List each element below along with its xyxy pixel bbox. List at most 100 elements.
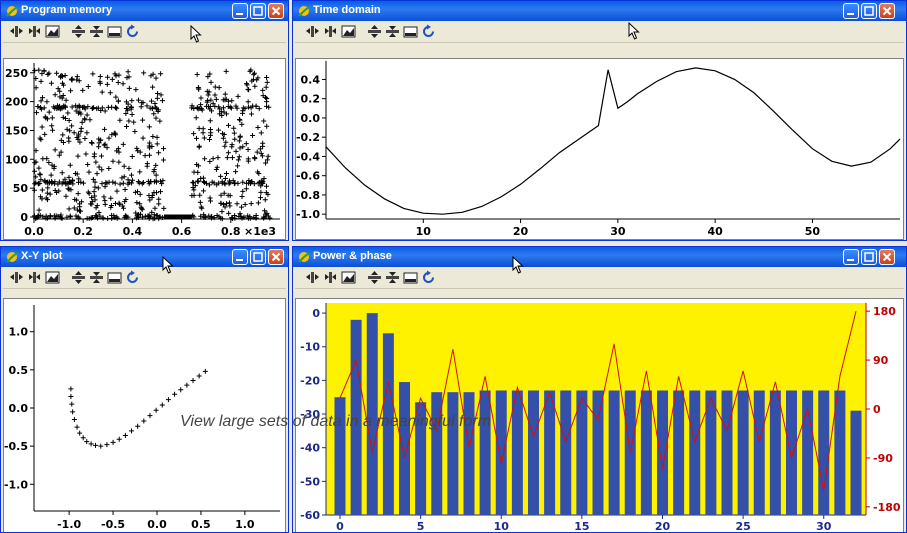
autoscale-icon[interactable] (341, 24, 356, 39)
close-button[interactable] (268, 3, 284, 19)
data-point (263, 94, 269, 100)
maximize-button[interactable] (250, 3, 266, 19)
data-point (129, 177, 135, 183)
zoom-in-y-icon[interactable] (367, 24, 382, 39)
zoom-in-x-icon[interactable] (9, 270, 24, 285)
y-tick-label: 0.0 (9, 402, 29, 415)
y-tick-label: 0.0 (301, 112, 321, 125)
data-point (115, 98, 121, 104)
data-point (198, 95, 204, 101)
power-bar (640, 390, 652, 515)
minimize-button[interactable] (232, 249, 248, 265)
refresh-icon[interactable] (125, 24, 140, 39)
minimize-button[interactable] (843, 3, 859, 19)
power-phase-plot[interactable]: 0 -10 -20 -30 -40 -50 -60 180 90 0 -90 -180 0 5 10 15 20… (295, 298, 904, 532)
data-point (137, 201, 143, 207)
data-point (260, 87, 266, 93)
x-tick-label: 0.8 (221, 225, 241, 238)
zoom-out-y-icon[interactable] (89, 270, 104, 285)
zoom-in-x-icon[interactable] (305, 270, 320, 285)
data-point (235, 157, 241, 163)
data-point (38, 177, 44, 183)
zoom-out-x-icon[interactable] (323, 24, 338, 39)
zoom-out-x-icon[interactable] (27, 24, 42, 39)
zoom-out-y-icon[interactable] (385, 24, 400, 39)
data-point (234, 201, 240, 207)
data-point (259, 180, 265, 186)
autoscale-icon[interactable] (45, 270, 60, 285)
close-button[interactable] (268, 249, 284, 265)
zoom-in-y-icon[interactable] (71, 24, 86, 39)
fit-icon[interactable] (403, 270, 418, 285)
window-title: Power & phase (313, 250, 392, 262)
data-point (198, 102, 204, 108)
fit-icon[interactable] (107, 270, 122, 285)
maximize-button[interactable] (250, 249, 266, 265)
maximize-button[interactable] (861, 249, 877, 265)
data-point (112, 130, 118, 136)
data-point (159, 98, 165, 104)
minimize-button[interactable] (843, 249, 859, 265)
data-point (225, 150, 231, 156)
data-point (88, 215, 94, 221)
zoom-out-y-icon[interactable] (89, 24, 104, 39)
data-point (257, 146, 263, 152)
data-point (155, 108, 161, 114)
autoscale-icon[interactable] (45, 24, 60, 39)
close-button[interactable] (879, 3, 895, 19)
refresh-icon[interactable] (421, 270, 436, 285)
data-point (35, 212, 41, 218)
data-point (99, 105, 105, 111)
data-point (83, 151, 89, 157)
data-point (68, 179, 74, 185)
refresh-icon[interactable] (421, 24, 436, 39)
maximize-button[interactable] (861, 3, 877, 19)
data-point (61, 140, 67, 146)
data-point (153, 162, 159, 168)
data-point (77, 139, 83, 145)
data-point (120, 205, 126, 211)
data-point (222, 143, 228, 149)
data-point (59, 105, 65, 111)
zoom-in-x-icon[interactable] (305, 24, 320, 39)
zoom-in-x-icon[interactable] (9, 24, 24, 39)
zoom-in-y-icon[interactable] (367, 270, 382, 285)
power-bar (737, 390, 749, 515)
fit-icon[interactable] (107, 24, 122, 39)
program-memory-titlebar[interactable]: Program memory (1, 1, 288, 21)
time-domain-plot[interactable]: 0.4 0.2 0.0 -0.2 -0.4 -0.6 -0.8 -1.0 10 20 30 40 50 (295, 58, 904, 240)
data-point (242, 106, 248, 112)
data-point (156, 150, 162, 156)
program-memory-plot[interactable]: 0 50 100 150 200 250 0.0 0.2 0.4 0.6 0.8 ×1e3 (3, 58, 286, 240)
data-point (67, 162, 73, 168)
data-point (63, 97, 69, 103)
data-point (216, 85, 222, 91)
refresh-icon[interactable] (125, 270, 140, 285)
data-point (158, 189, 164, 195)
zoom-in-y-icon[interactable] (71, 270, 86, 285)
minimize-button[interactable] (232, 3, 248, 19)
mouse-cursor-icon (512, 256, 524, 274)
zoom-out-x-icon[interactable] (323, 270, 338, 285)
data-point (154, 95, 160, 101)
close-button[interactable] (879, 249, 895, 265)
data-point (89, 201, 95, 207)
xy-plot-area[interactable]: 1.0 0.5 0.0 -0.5 -1.0 -1.0 -0.5 0.0 0.5 1.0 (3, 298, 286, 532)
xy-plot-titlebar[interactable]: X-Y plot (1, 247, 288, 267)
data-point (116, 149, 122, 155)
fit-icon[interactable] (403, 24, 418, 39)
data-point (85, 162, 91, 168)
data-point (52, 105, 58, 111)
data-point (44, 156, 50, 162)
power-phase-titlebar[interactable]: Power & phase (293, 247, 906, 267)
data-point (224, 155, 230, 161)
data-point (51, 213, 57, 219)
data-point (239, 204, 245, 210)
autoscale-icon[interactable] (341, 270, 356, 285)
zoom-out-x-icon[interactable] (27, 270, 42, 285)
time-domain-titlebar[interactable]: Time domain (293, 1, 906, 21)
data-point (32, 160, 38, 166)
data-point (172, 391, 178, 397)
zoom-out-y-icon[interactable] (385, 270, 400, 285)
data-point (229, 98, 235, 104)
